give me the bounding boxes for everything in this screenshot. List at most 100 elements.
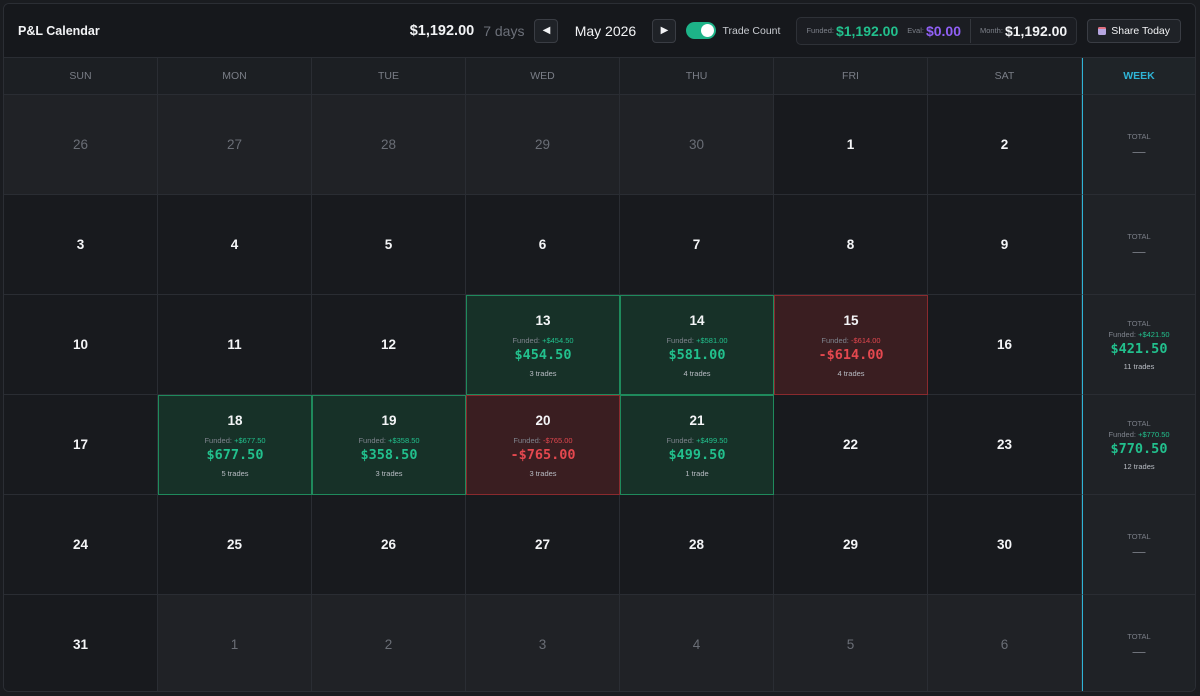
day-cell[interactable]: 4	[620, 595, 774, 691]
day-number: 30	[996, 537, 1013, 552]
day-number: 10	[72, 337, 89, 352]
day-number: 24	[72, 537, 89, 552]
day-funded-label: Funded:	[204, 435, 232, 445]
day-cell[interactable]: 27	[158, 95, 312, 195]
day-cell[interactable]: 31	[4, 595, 158, 691]
day-cell[interactable]: 26	[312, 495, 466, 595]
week-funded-value: +$770.50	[1138, 429, 1170, 439]
day-cell[interactable]: 29	[466, 95, 620, 195]
trade-count-toggle[interactable]	[686, 22, 717, 39]
week-funded-value: +$421.50	[1138, 329, 1170, 339]
day-cell[interactable]: 5	[312, 195, 466, 295]
week-total-cell: TOTAL Funded: +$421.50 $421.50 11 trades	[1082, 295, 1195, 395]
day-funded-value: -$765.00	[543, 435, 573, 445]
day-funded-value: +$581.00	[696, 335, 728, 345]
day-cell[interactable]: 3	[466, 595, 620, 691]
day-cell[interactable]: 30	[620, 95, 774, 195]
week-total-cell: TOTAL —	[1082, 595, 1195, 691]
day-of-week-header: WED	[466, 58, 620, 95]
day-cell[interactable]: 22	[774, 395, 928, 495]
day-cell[interactable]: 18 Funded: +$677.50 $677.50 5 trades	[158, 395, 312, 495]
day-number: 7	[692, 237, 701, 252]
prev-month-button[interactable]: ◀	[534, 18, 559, 43]
day-number: 6	[538, 237, 547, 252]
day-funded-label: Funded:	[666, 335, 694, 345]
day-number: 11	[227, 337, 242, 352]
day-cell[interactable]: 27	[466, 495, 620, 595]
day-pnl: $454.50	[514, 346, 572, 363]
day-cell[interactable]: 12	[312, 295, 466, 395]
day-pnl: $499.50	[668, 446, 726, 463]
day-cell[interactable]: 2	[928, 95, 1082, 195]
day-trade-count: 4 trades	[837, 368, 865, 378]
day-cell[interactable]: 5	[774, 595, 928, 691]
pnl-calendar-window: P&L Calendar $1,192.00 7 days ◀ May 2026…	[3, 3, 1196, 692]
day-cell[interactable]: 17	[4, 395, 158, 495]
day-cell[interactable]: 24	[4, 495, 158, 595]
day-number: 23	[996, 437, 1013, 452]
week-total-label: TOTAL	[1127, 132, 1151, 141]
day-trade-count: 5 trades	[221, 468, 249, 478]
day-cell[interactable]: 28	[312, 95, 466, 195]
day-funded-label: Funded:	[358, 435, 386, 445]
day-number: 9	[1000, 237, 1009, 252]
day-cell[interactable]: 9	[928, 195, 1082, 295]
week-funded: Funded: +$421.50	[1108, 330, 1169, 339]
share-today-button[interactable]: Share Today	[1087, 18, 1181, 43]
day-cell[interactable]: 19 Funded: +$358.50 $358.50 3 trades	[312, 395, 466, 495]
day-cell[interactable]: 4	[158, 195, 312, 295]
week-total-label: TOTAL	[1127, 532, 1151, 541]
day-number: 20	[535, 412, 551, 428]
day-cell[interactable]: 30	[928, 495, 1082, 595]
day-trade-count: 4 trades	[683, 368, 711, 378]
day-cell[interactable]: 8	[774, 195, 928, 295]
day-funded-label: Funded:	[512, 335, 540, 345]
day-number: 21	[689, 412, 705, 428]
day-of-week-header: FRI	[774, 58, 928, 95]
day-trade-count: 3 trades	[529, 368, 557, 378]
day-cell[interactable]: 3	[4, 195, 158, 295]
day-funded: Funded: -$614.00	[821, 336, 880, 345]
day-cell[interactable]: 16	[928, 295, 1082, 395]
week-total-value: $421.50	[1110, 340, 1168, 357]
day-cell[interactable]: 20 Funded: -$765.00 -$765.00 3 trades	[466, 395, 620, 495]
toggle-knob	[701, 24, 715, 37]
eval-value: $0.00	[925, 22, 961, 39]
prev-month-icon: ◀	[542, 25, 551, 36]
day-cell[interactable]: 26	[4, 95, 158, 195]
day-cell[interactable]: 15 Funded: -$614.00 -$614.00 4 trades	[774, 295, 928, 395]
day-number: 29	[842, 537, 859, 552]
stats-divider	[970, 18, 971, 43]
day-cell[interactable]: 23	[928, 395, 1082, 495]
week-funded-label: Funded:	[1108, 329, 1136, 339]
day-number: 27	[226, 137, 243, 152]
day-cell[interactable]: 28	[620, 495, 774, 595]
day-trade-count: 1 trade	[685, 468, 709, 478]
day-cell[interactable]: 6	[928, 595, 1082, 691]
day-number: 18	[227, 412, 243, 428]
day-cell[interactable]: 6	[466, 195, 620, 295]
day-cell[interactable]: 29	[774, 495, 928, 595]
day-number: 5	[384, 237, 393, 252]
day-cell[interactable]: 1	[774, 95, 928, 195]
day-cell[interactable]: 7	[620, 195, 774, 295]
day-cell[interactable]: 25	[158, 495, 312, 595]
day-funded: Funded: +$677.50	[204, 436, 265, 445]
day-funded-label: Funded:	[821, 335, 849, 345]
day-cell[interactable]: 14 Funded: +$581.00 $581.00 4 trades	[620, 295, 774, 395]
week-total-cell: TOTAL —	[1082, 495, 1195, 595]
day-number: 14	[689, 312, 705, 328]
day-funded-label: Funded:	[666, 435, 694, 445]
day-of-week-header: TUE	[312, 58, 466, 95]
day-of-week-header: MON	[158, 58, 312, 95]
day-number: 28	[688, 537, 705, 552]
day-pnl: $677.50	[206, 446, 264, 463]
day-cell[interactable]: 21 Funded: +$499.50 $499.50 1 trade	[620, 395, 774, 495]
day-cell[interactable]: 10	[4, 295, 158, 395]
day-cell[interactable]: 2	[312, 595, 466, 691]
day-cell[interactable]: 1	[158, 595, 312, 691]
day-cell[interactable]: 13 Funded: +$454.50 $454.50 3 trades	[466, 295, 620, 395]
next-month-button[interactable]: ▶	[652, 18, 677, 43]
day-cell[interactable]: 11	[158, 295, 312, 395]
day-funded: Funded: -$765.00	[513, 436, 572, 445]
